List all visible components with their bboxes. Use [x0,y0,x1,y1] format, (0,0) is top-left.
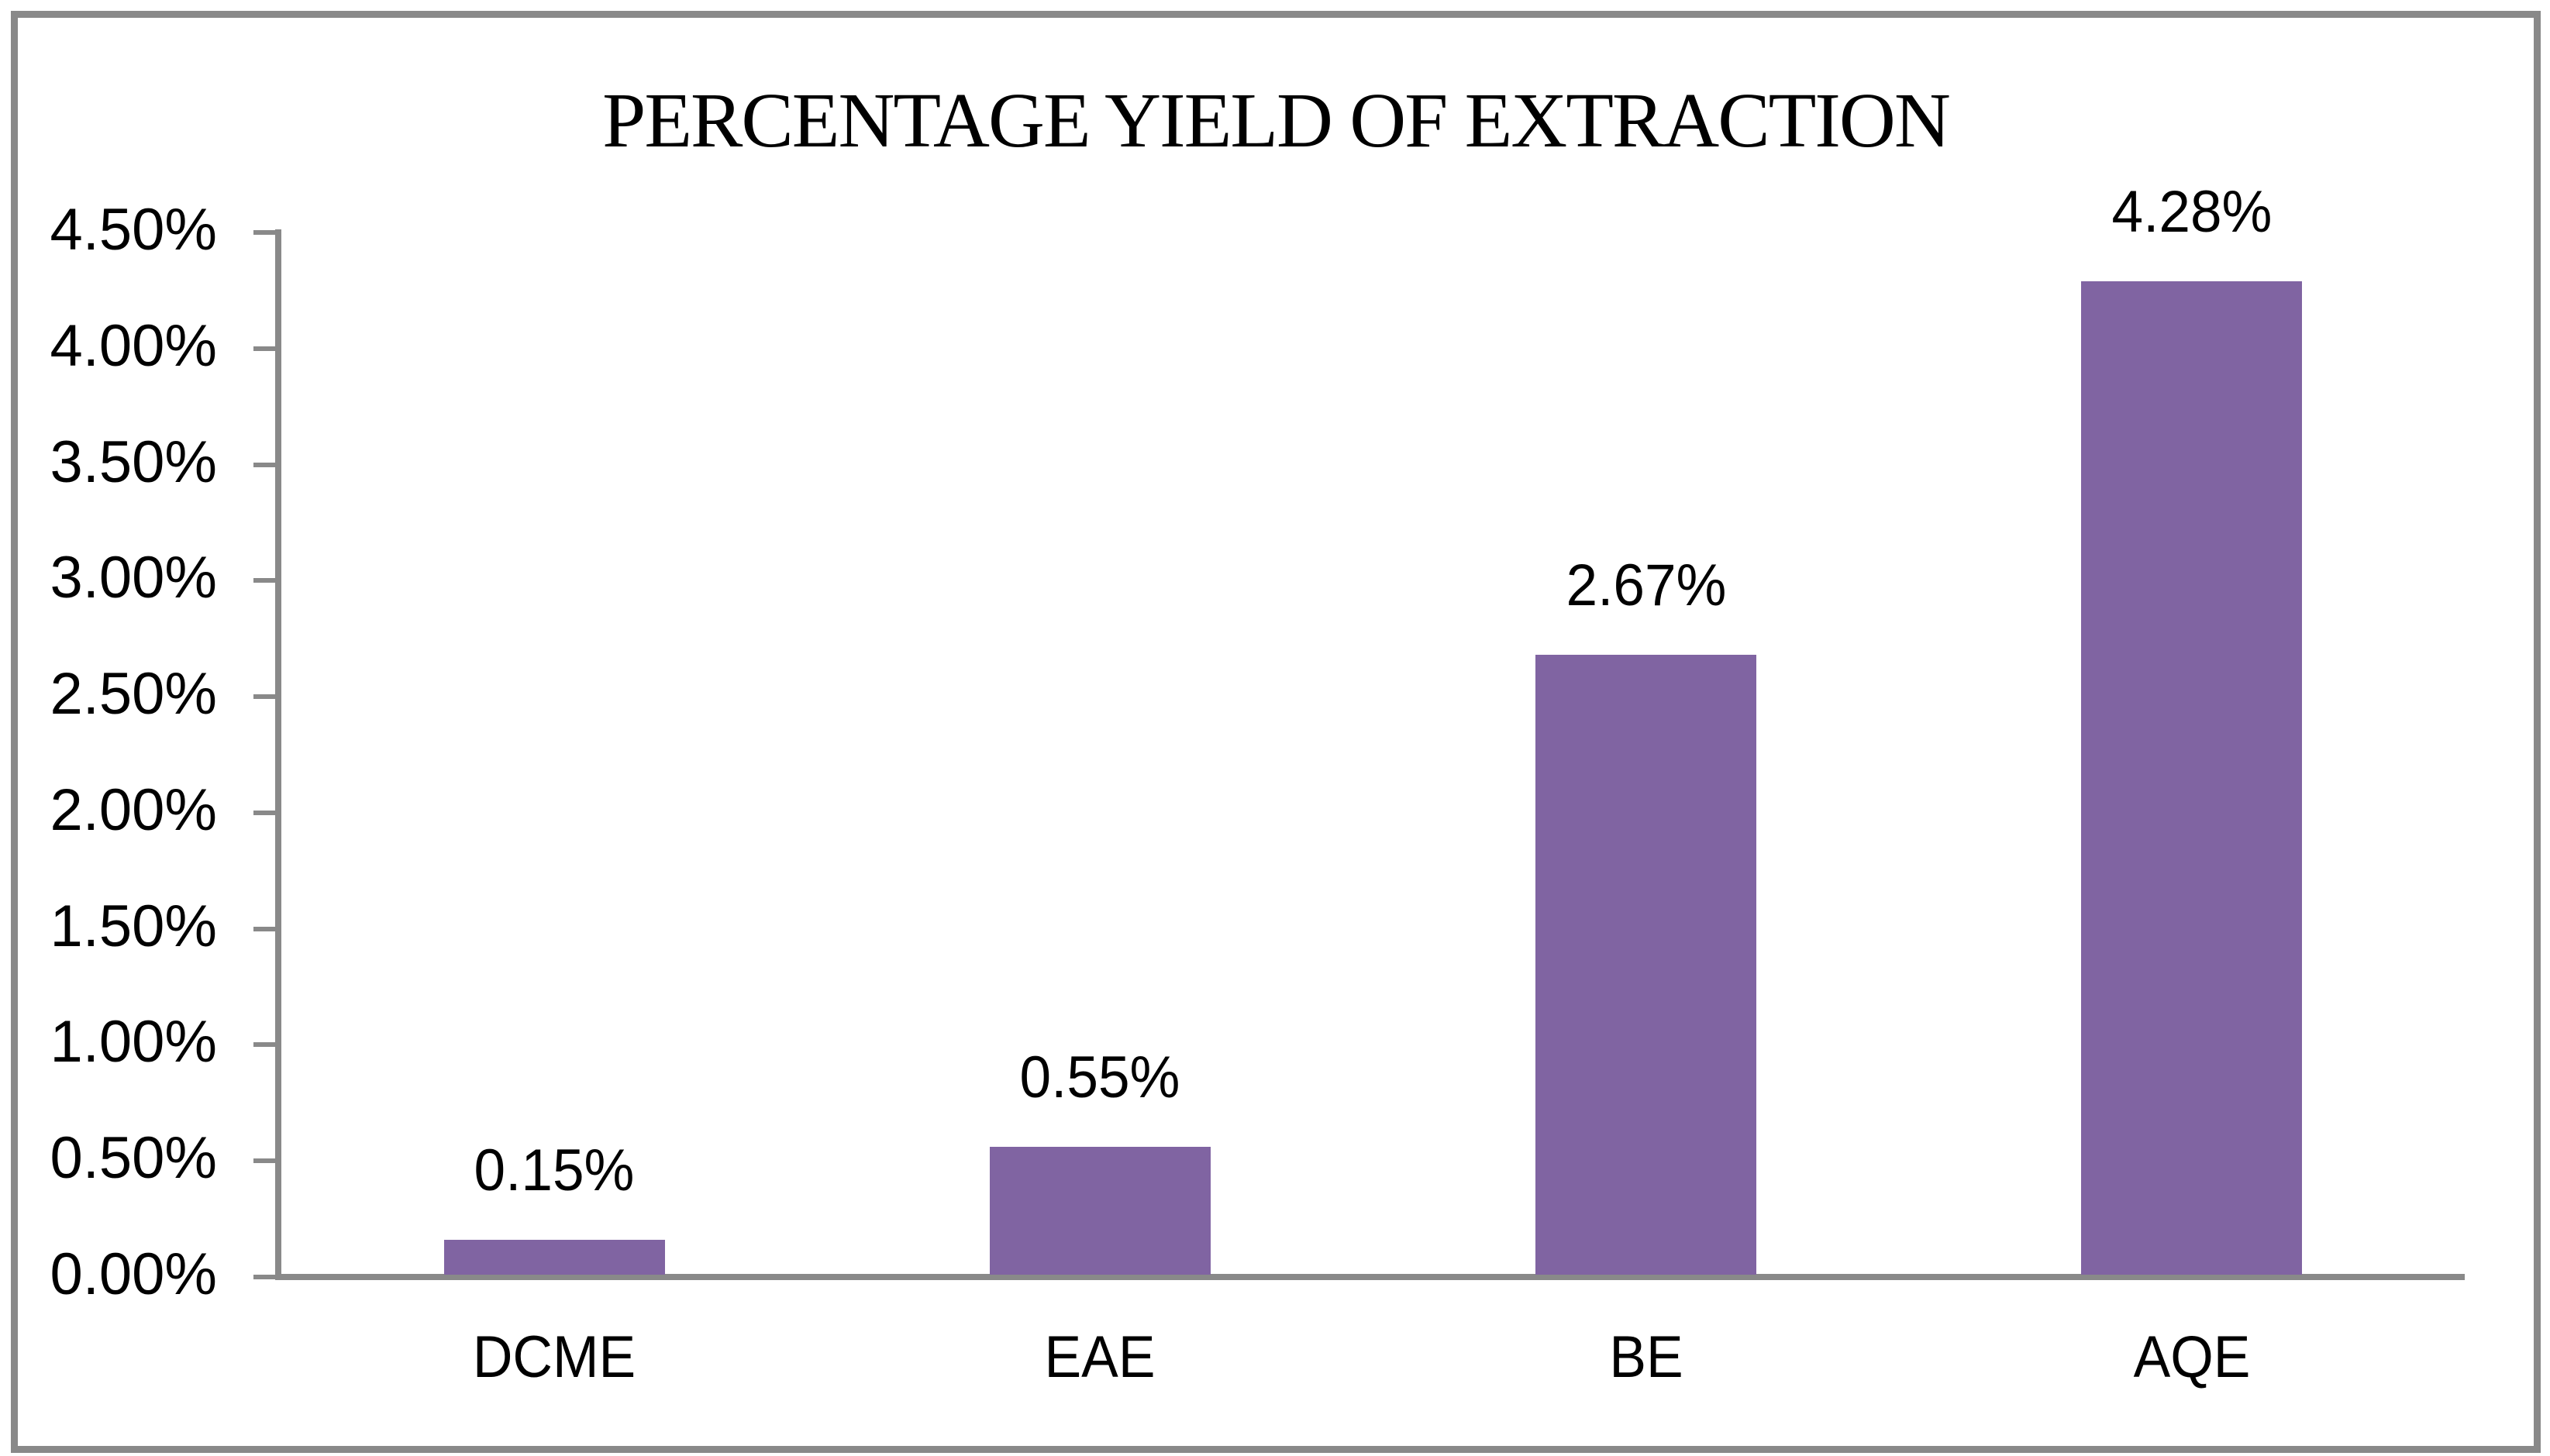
x-axis-category-label: EAE [1044,1324,1156,1390]
y-axis-tick [253,230,281,235]
bar-eae [989,1147,1211,1275]
x-axis-category-label: DCME [472,1324,636,1390]
y-axis-tick-label: 1.50% [50,893,218,959]
bar-value-label: 0.15% [474,1138,635,1204]
y-axis-tick [253,462,281,467]
y-axis-tick [253,694,281,700]
x-axis-line [275,1274,2465,1280]
plot-area: 4.50% 4.00% 3.50% 3.00% 2.50% 2.00% 1.50% 1.00%… [18,18,2534,1446]
bar-value-label: 4.28% [2111,178,2273,245]
bar-value-label: 0.55% [1019,1045,1180,1111]
y-axis-tick-label: 2.50% [50,661,218,728]
y-axis-tick-label: 3.50% [50,429,218,495]
y-axis-tick [253,926,281,931]
bar-value-label: 2.67% [1566,552,1727,619]
bar-be [1535,655,1757,1275]
y-axis-tick [253,1042,281,1048]
y-axis-tick [253,578,281,583]
bar-aqe [2081,281,2303,1275]
y-axis-tick-label: 4.50% [50,197,218,263]
y-axis-line [275,229,281,1280]
chart-title: PERCENTAGE YIELD OF EXTRACTION [602,77,1951,163]
x-axis-category-label: BE [1608,1324,1683,1390]
x-axis-category-label: AQE [2133,1324,2251,1390]
bar-dcme [443,1240,665,1275]
y-axis-tick-label: 3.00% [50,545,218,611]
y-axis-tick-label: 2.00% [50,776,218,843]
y-axis-tick [253,1275,281,1279]
y-axis-tick [253,1158,281,1164]
y-axis-tick-label: 1.00% [50,1009,218,1076]
y-axis-tick-label: 4.00% [50,312,218,379]
chart-frame: PERCENTAGE YIELD OF EXTRACTION 4.50% 4.00… [11,11,2541,1453]
y-axis-tick [253,810,281,815]
y-axis-tick-label: 0.00% [50,1241,218,1307]
y-axis-tick [253,346,281,351]
y-axis-tick-label: 0.50% [50,1125,218,1192]
